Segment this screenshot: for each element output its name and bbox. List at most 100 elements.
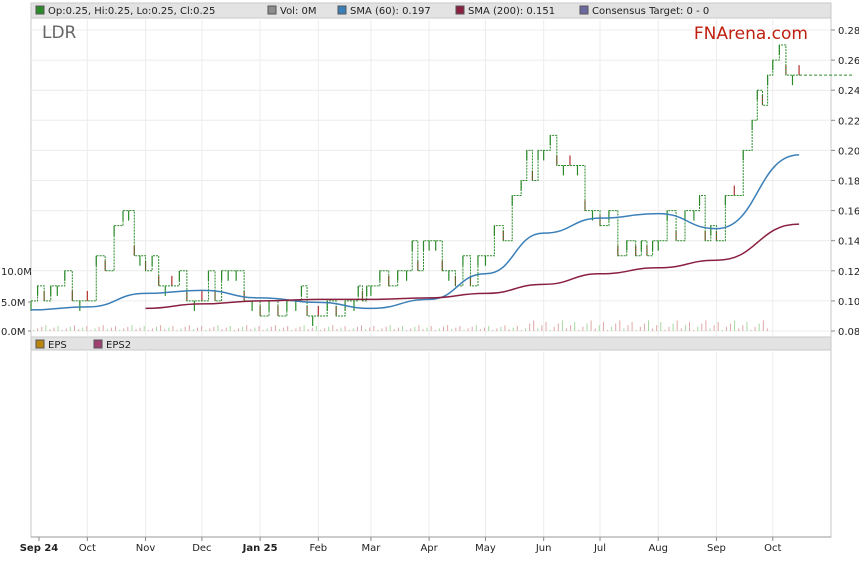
- volume-bar: [287, 326, 289, 331]
- volume-bar: [37, 328, 39, 331]
- volume-bar: [361, 325, 362, 331]
- volume-bar: [332, 325, 334, 331]
- x-tick-label-11: Aug: [648, 543, 668, 554]
- volume-bar: [656, 325, 658, 331]
- volume-bar: [434, 330, 436, 331]
- volume-bar: [344, 326, 346, 331]
- volume-bar: [164, 329, 166, 331]
- volume-bar: [750, 330, 752, 331]
- volume-bar: [463, 330, 465, 331]
- volume-bar: [139, 327, 141, 331]
- volume-bar: [615, 323, 617, 331]
- volume-bar: [754, 326, 756, 331]
- y-tick-label-7: 0.14: [838, 237, 859, 248]
- x-tick-label-0: Sep 24: [20, 543, 59, 554]
- volume-bar: [512, 327, 514, 331]
- volume-bar: [693, 330, 695, 331]
- volume-bar: [69, 326, 71, 331]
- legend-item-4: Consensus Target: 0 - 0: [592, 6, 709, 17]
- volume-bar: [488, 326, 490, 331]
- volume-bar: [672, 323, 674, 331]
- volume-bar: [746, 322, 748, 331]
- x-tick-label-7: Apr: [420, 543, 438, 554]
- volume-bar: [410, 328, 412, 331]
- volume-bar: [389, 325, 391, 331]
- volume-bar: [377, 330, 379, 331]
- volume-bar: [299, 326, 301, 331]
- volume-bar: [205, 330, 207, 331]
- volume-bar: [598, 325, 600, 331]
- volume-bar: [447, 325, 449, 331]
- volume-bar: [627, 325, 629, 331]
- volume-bar: [643, 323, 645, 331]
- volume-bar: [229, 326, 231, 331]
- volume-bar: [381, 328, 383, 331]
- volume-bar: [479, 329, 481, 331]
- volume-bar: [520, 330, 522, 331]
- volume-bar: [443, 326, 444, 331]
- volume-bar: [537, 328, 539, 331]
- volume-bar: [315, 326, 317, 331]
- volume-tick-label-2: 0.0M: [1, 327, 26, 338]
- volume-bar: [422, 329, 424, 331]
- volume-bar: [689, 322, 690, 331]
- volume-bar: [184, 326, 186, 331]
- volume-bar: [49, 329, 51, 331]
- volume-bar: [705, 320, 707, 331]
- lower-legend-item-0: EPS: [48, 340, 67, 351]
- volume-bar: [578, 330, 580, 331]
- volume-bar: [213, 326, 215, 331]
- volume-bar: [45, 325, 47, 331]
- volume-bar: [176, 330, 178, 331]
- volume-bar: [90, 330, 92, 331]
- volume-bar: [397, 327, 399, 331]
- legend-swatch-2: [337, 5, 347, 15]
- volume-bar: [135, 329, 137, 331]
- volume-bar: [192, 329, 194, 331]
- volume-bar: [324, 328, 326, 331]
- x-tick-label-6: Mar: [361, 543, 381, 554]
- volume-bar: [98, 326, 100, 331]
- volume-bar: [233, 330, 235, 331]
- y-tick-label-9: 0.10: [838, 297, 859, 308]
- volume-bar: [393, 329, 395, 331]
- lower-legend-item-1: EPS2: [106, 340, 131, 351]
- volume-bar: [78, 329, 80, 331]
- brand-label: FNArena.com: [694, 24, 808, 44]
- volume-bar: [602, 322, 604, 331]
- volume-bar: [541, 325, 543, 331]
- volume-bar: [291, 330, 293, 331]
- volume-bar: [549, 330, 551, 331]
- volume-bar: [110, 327, 112, 331]
- volume-bar: [369, 327, 371, 331]
- volume-bar: [41, 326, 43, 331]
- volume-bar: [713, 325, 715, 331]
- volume-bar: [582, 326, 584, 331]
- volume-bar: [217, 325, 219, 331]
- volume-bar: [492, 330, 494, 331]
- volume-bar: [725, 326, 727, 331]
- volume-bar: [197, 327, 198, 331]
- volume-bar: [467, 328, 469, 331]
- volume-bar: [356, 326, 358, 331]
- volume-bar: [127, 326, 129, 331]
- sma-line-1: [145, 223, 800, 310]
- volume-bar: [438, 328, 440, 331]
- volume-bar: [574, 322, 576, 331]
- volume-bar: [553, 326, 555, 331]
- y-tick-label-3: 0.22: [838, 116, 859, 127]
- price-panel: [30, 17, 832, 338]
- volume-bar: [254, 327, 256, 331]
- volume-bar: [730, 323, 731, 331]
- legend-swatch-1: [267, 5, 277, 15]
- volume-bar: [221, 329, 223, 331]
- volume-bar: [328, 326, 330, 331]
- volume-bar: [631, 322, 633, 331]
- volume-bar: [258, 326, 260, 331]
- volume-bar: [147, 330, 149, 331]
- x-tick-label-13: Oct: [764, 543, 781, 554]
- volume-bar: [340, 327, 342, 331]
- volume-bar: [717, 322, 719, 331]
- x-tick-label-9: Jun: [535, 543, 552, 554]
- volume-bar: [320, 330, 321, 331]
